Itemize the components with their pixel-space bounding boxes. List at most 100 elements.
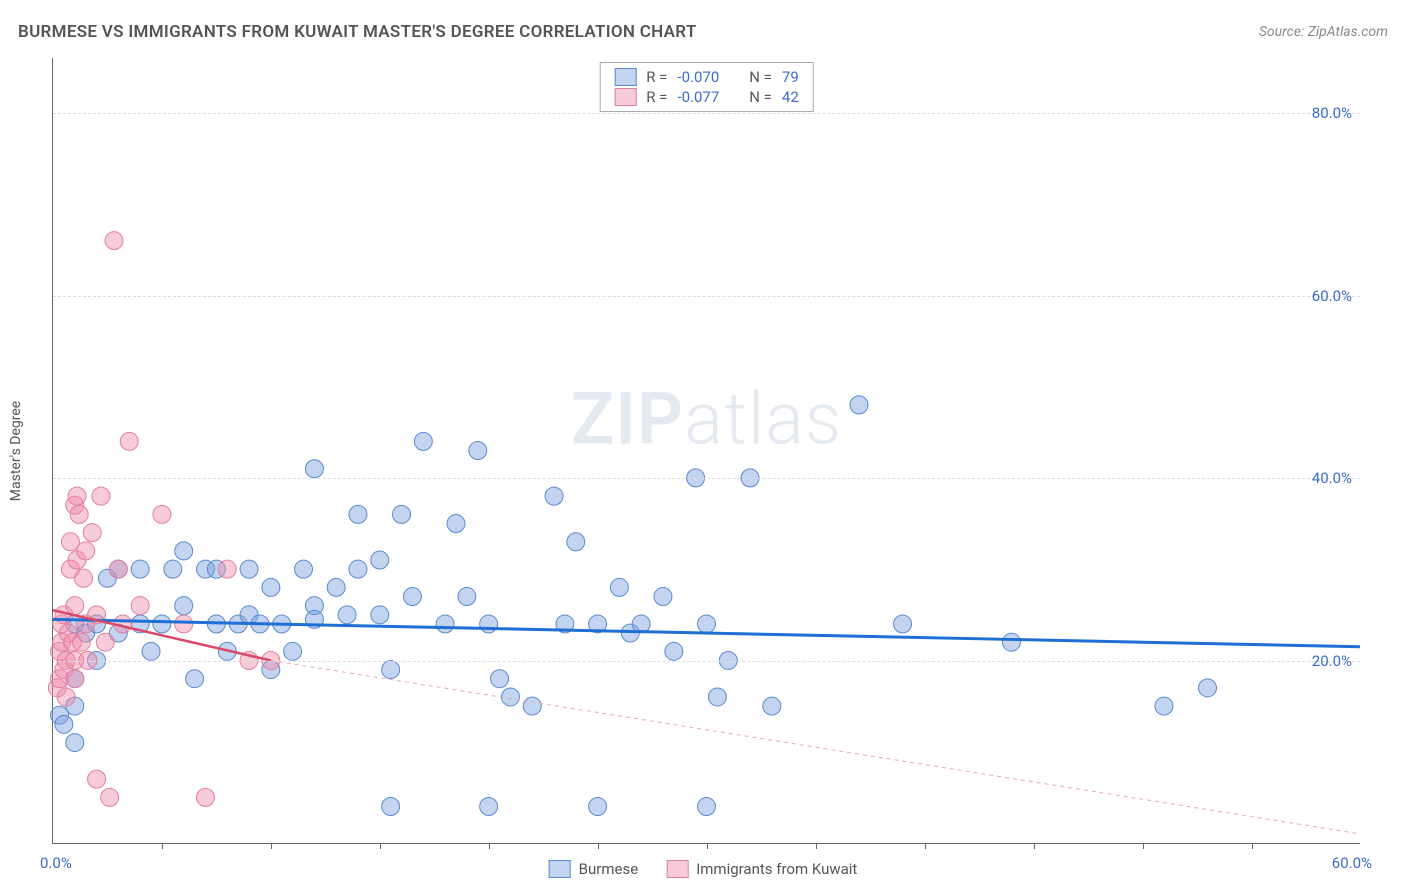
scatter-point xyxy=(55,715,73,733)
y-tick-label: 60.0% xyxy=(1312,287,1352,305)
scatter-point xyxy=(349,505,367,523)
gridline xyxy=(53,478,1360,479)
scatter-point xyxy=(88,770,106,788)
scatter-point xyxy=(480,797,498,815)
scatter-point xyxy=(382,797,400,815)
y-tick-label: 40.0% xyxy=(1312,469,1352,487)
scatter-point xyxy=(469,442,487,460)
x-tick xyxy=(1034,843,1035,849)
scatter-point xyxy=(480,615,498,633)
y-tick-label: 20.0% xyxy=(1312,652,1352,670)
x-tick xyxy=(925,843,926,849)
scatter-point xyxy=(338,606,356,624)
scatter-point xyxy=(305,460,323,478)
scatter-point xyxy=(1199,679,1217,697)
scatter-point xyxy=(654,588,672,606)
x-tick xyxy=(380,843,381,849)
stats-swatch xyxy=(614,88,636,106)
scatter-point xyxy=(68,487,86,505)
scatter-point xyxy=(186,670,204,688)
stats-row: R = -0.077N = 42 xyxy=(614,87,799,107)
scatter-point xyxy=(175,615,193,633)
scatter-point xyxy=(665,642,683,660)
x-tick xyxy=(707,843,708,849)
scatter-point xyxy=(371,551,389,569)
chart-header: BURMESE VS IMMIGRANTS FROM KUWAIT MASTER… xyxy=(18,22,1388,42)
scatter-point xyxy=(371,606,389,624)
scatter-point xyxy=(75,569,93,587)
x-tick xyxy=(1143,843,1144,849)
scatter-point xyxy=(698,797,716,815)
gridline xyxy=(53,296,1360,297)
scatter-point xyxy=(72,633,90,651)
scatter-point xyxy=(92,487,110,505)
scatter-point xyxy=(763,697,781,715)
scatter-point xyxy=(403,588,421,606)
scatter-point xyxy=(96,633,114,651)
chart-area: Master's Degree ZIPatlas R = -0.070N = 7… xyxy=(52,58,1360,844)
scatter-point xyxy=(491,670,509,688)
scatter-point xyxy=(57,688,75,706)
correlation-stats-box: R = -0.070N = 79R = -0.077N = 42 xyxy=(599,62,814,112)
scatter-point xyxy=(83,524,101,542)
scatter-point xyxy=(77,542,95,560)
scatter-point xyxy=(109,560,127,578)
scatter-point xyxy=(850,396,868,414)
scatter-point xyxy=(447,515,465,533)
scatter-point xyxy=(262,578,280,596)
scatter-point xyxy=(175,542,193,560)
scatter-point xyxy=(567,533,585,551)
scatter-point xyxy=(382,661,400,679)
scatter-point xyxy=(436,615,454,633)
scatter-point xyxy=(120,432,138,450)
scatter-point xyxy=(101,788,119,806)
chart-legend: Burmese Immigrants from Kuwait xyxy=(549,860,858,878)
scatter-point xyxy=(610,578,628,596)
scatter-point xyxy=(131,597,149,615)
stats-swatch xyxy=(614,68,636,86)
gridline xyxy=(53,661,1360,662)
scatter-point xyxy=(105,232,123,250)
scatter-point xyxy=(349,560,367,578)
scatter-point xyxy=(589,797,607,815)
scatter-point xyxy=(458,588,476,606)
x-tick xyxy=(489,843,490,849)
scatter-point xyxy=(1002,633,1020,651)
x-tick xyxy=(598,843,599,849)
scatter-point xyxy=(523,697,541,715)
scatter-point xyxy=(153,615,171,633)
legend-item-kuwait: Immigrants from Kuwait xyxy=(666,860,857,878)
stats-row: R = -0.070N = 79 xyxy=(614,67,799,87)
scatter-point xyxy=(142,642,160,660)
scatter-point xyxy=(66,670,84,688)
scatter-point xyxy=(295,560,313,578)
gridline xyxy=(53,113,1360,114)
scatter-point xyxy=(894,615,912,633)
x-tick xyxy=(816,843,817,849)
scatter-point xyxy=(175,597,193,615)
scatter-point xyxy=(501,688,519,706)
x-axis-max-label: 60.0% xyxy=(1332,854,1372,872)
plot-svg xyxy=(53,58,1360,843)
scatter-point xyxy=(708,688,726,706)
scatter-point xyxy=(131,560,149,578)
x-tick xyxy=(271,843,272,849)
scatter-point xyxy=(545,487,563,505)
x-tick xyxy=(1252,843,1253,849)
scatter-point xyxy=(70,505,88,523)
x-tick xyxy=(162,843,163,849)
scatter-point xyxy=(414,432,432,450)
scatter-point xyxy=(153,505,171,523)
y-tick-label: 80.0% xyxy=(1312,104,1352,122)
scatter-point xyxy=(327,578,345,596)
legend-label-burmese: Burmese xyxy=(579,860,639,878)
scatter-point xyxy=(1155,697,1173,715)
scatter-point xyxy=(284,642,302,660)
legend-swatch-kuwait xyxy=(666,860,688,878)
source-attribution: Source: ZipAtlas.com xyxy=(1259,24,1388,40)
scatter-point xyxy=(240,560,258,578)
scatter-point xyxy=(196,788,214,806)
legend-item-burmese: Burmese xyxy=(549,860,639,878)
scatter-point xyxy=(164,560,182,578)
scatter-point xyxy=(66,597,84,615)
